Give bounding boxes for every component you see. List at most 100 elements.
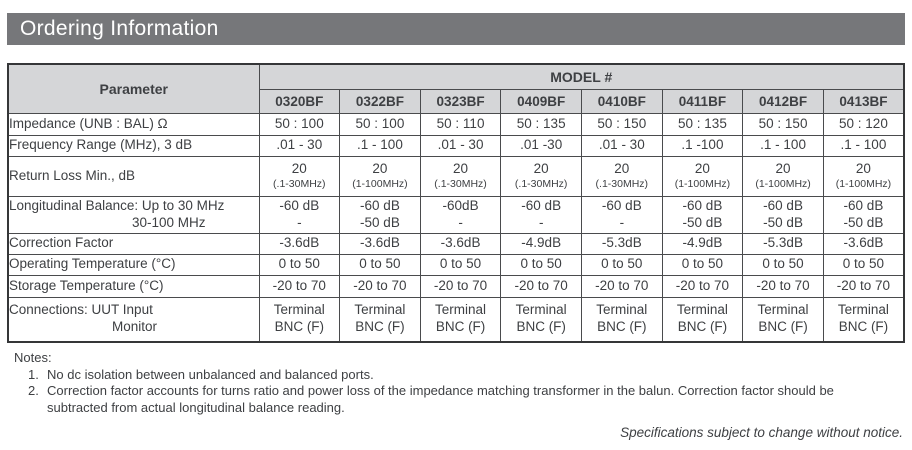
value-text: -20 to 70 [595,277,649,293]
value-text: 20 [453,161,469,176]
value-cell: Terminal BNC (F) [742,296,824,343]
parameter-cell: Frequency Range (MHz), 3 dB [7,134,260,157]
parameter-cell: Longitudinal Balance: Up to 30 MHz 30-100… [7,195,260,234]
value-cell: .01 - 30 [419,134,502,157]
column-header-model: 0323BF [419,88,502,114]
value-cell: -4.9dB [500,232,582,255]
value-cell: 50 : 135 [661,112,744,136]
table-row: Longitudinal Balance: Up to 30 MHz 30-100… [7,195,905,234]
value-cell: 20 (1-100MHz) [822,155,905,197]
value-cell: 50 : 120 [822,112,905,136]
table-row: Connections: UUT Input Monitor Terminal BNC… [7,296,905,343]
value-cell: .1 - 100 [822,134,905,157]
value-text: -4.9dB [682,235,723,251]
value-text: Terminal [435,302,487,318]
value-cell: 50 : 100 [258,112,341,136]
value-text: -60 dB [360,197,400,213]
value-cell: 0 to 50 [419,253,502,276]
value-cell: -60 dB - [500,195,582,234]
note-number: 2. [28,383,39,399]
parameter-cell: Connections: UUT Input Monitor [7,296,260,343]
value-text: BNC (F) [355,319,405,335]
value-text: -3.6dB [440,235,481,251]
column-header-model: 0412BF [742,88,824,114]
value-text: 20 [372,161,388,176]
value-cell: 50 : 150 [581,112,663,136]
value-cell: 0 to 50 [500,253,582,276]
value-cell: -5.3dB [581,232,663,255]
value-text: BNC (F) [435,319,486,335]
value-cell: 0 to 50 [661,253,744,276]
value-cell: Terminal BNC (F) [258,296,341,343]
value-text: -50 dB [682,214,723,230]
value-text: BNC (F) [677,319,728,335]
value-text: (1-100MHz) [755,177,811,190]
column-header-parameter: Parameter [7,63,260,114]
column-header-model: 0411BF [661,88,744,114]
value-text: Terminal [596,302,648,318]
value-cell: 50 : 150 [742,112,824,136]
value-text: 20 [614,161,630,176]
parameter-label: Connections: UUT Input [9,302,153,318]
value-cell: Terminal BNC (F) [339,296,421,343]
value-text: 0 to 50 [601,256,643,272]
value-cell: -20 to 70 [500,274,582,298]
value-text: 50 : 120 [839,115,888,131]
parameter-label: Storage Temperature (°C) [9,277,164,293]
column-header-model: 0413BF [822,88,905,114]
notes-heading: Notes: [14,350,52,365]
parameter-label: Operating Temperature (°C) [9,256,176,272]
value-text: .01 - 30 [437,137,484,153]
value-text: -20 to 70 [756,277,810,293]
value-text: -3.6dB [843,235,884,251]
parameter-label: Frequency Range (MHz), 3 dB [9,137,193,153]
value-text: 50 : 100 [355,115,405,131]
value-cell: -20 to 70 [339,274,421,298]
value-text: 20 [694,161,710,176]
value-cell: 0 to 50 [581,253,663,276]
value-cell: 0 to 50 [339,253,421,276]
value-text: .01 - 30 [598,137,645,153]
value-cell: Terminal BNC (F) [500,296,582,343]
value-text: 50 : 135 [516,115,566,131]
value-text: Terminal [676,302,728,318]
value-cell: Terminal BNC (F) [822,296,905,343]
note-text: Correction factor accounts for turns rat… [47,383,834,415]
value-text: - [458,214,463,230]
note-text: No dc isolation between unbalanced and b… [47,366,374,382]
value-cell: .01 - 30 [258,134,341,157]
value-cell: 50 : 135 [500,112,582,136]
value-cell: .01 - 30 [581,134,663,157]
value-text: -5.3dB [601,235,642,251]
value-text: 0 to 50 [359,256,401,272]
value-text: -50 dB [360,214,400,230]
parameter-label: 30-100 MHz [132,214,206,230]
value-cell: .01 -30 [500,134,582,157]
value-text: -20 to 70 [836,277,891,293]
value-text: -20 to 70 [272,277,326,293]
page-title-banner: Ordering Information [7,13,905,45]
value-text: .01 -30 [520,137,563,153]
value-text: Terminal [757,302,809,318]
ordering-table-container: Parameter MODEL # 0320BF 0322BF 0323BF 0409… [7,63,905,343]
column-header-model: 0322BF [339,88,421,114]
value-cell: 0 to 50 [822,253,905,276]
value-text: (.1-30MHz) [434,177,487,190]
value-text: 50 : 150 [758,115,808,131]
column-header-model: 0410BF [581,88,663,114]
parameter-label: Monitor [112,319,158,335]
value-text: 20 [775,161,791,176]
value-cell: -60 dB -50 dB [742,195,824,234]
value-cell: -3.6dB [258,232,341,255]
page-title: Ordering Information [20,17,219,40]
value-cell: Terminal BNC (F) [419,296,502,343]
value-text: -20 to 70 [353,277,407,293]
value-cell: Terminal BNC (F) [581,296,663,343]
value-cell: 0 to 50 [258,253,341,276]
value-cell: -20 to 70 [661,274,744,298]
value-text: (1-100MHz) [835,177,892,190]
value-text: 0 to 50 [520,256,562,272]
value-text: 20 [855,161,871,176]
value-text: -60 dB [521,197,562,213]
value-cell: 50 : 110 [419,112,502,136]
